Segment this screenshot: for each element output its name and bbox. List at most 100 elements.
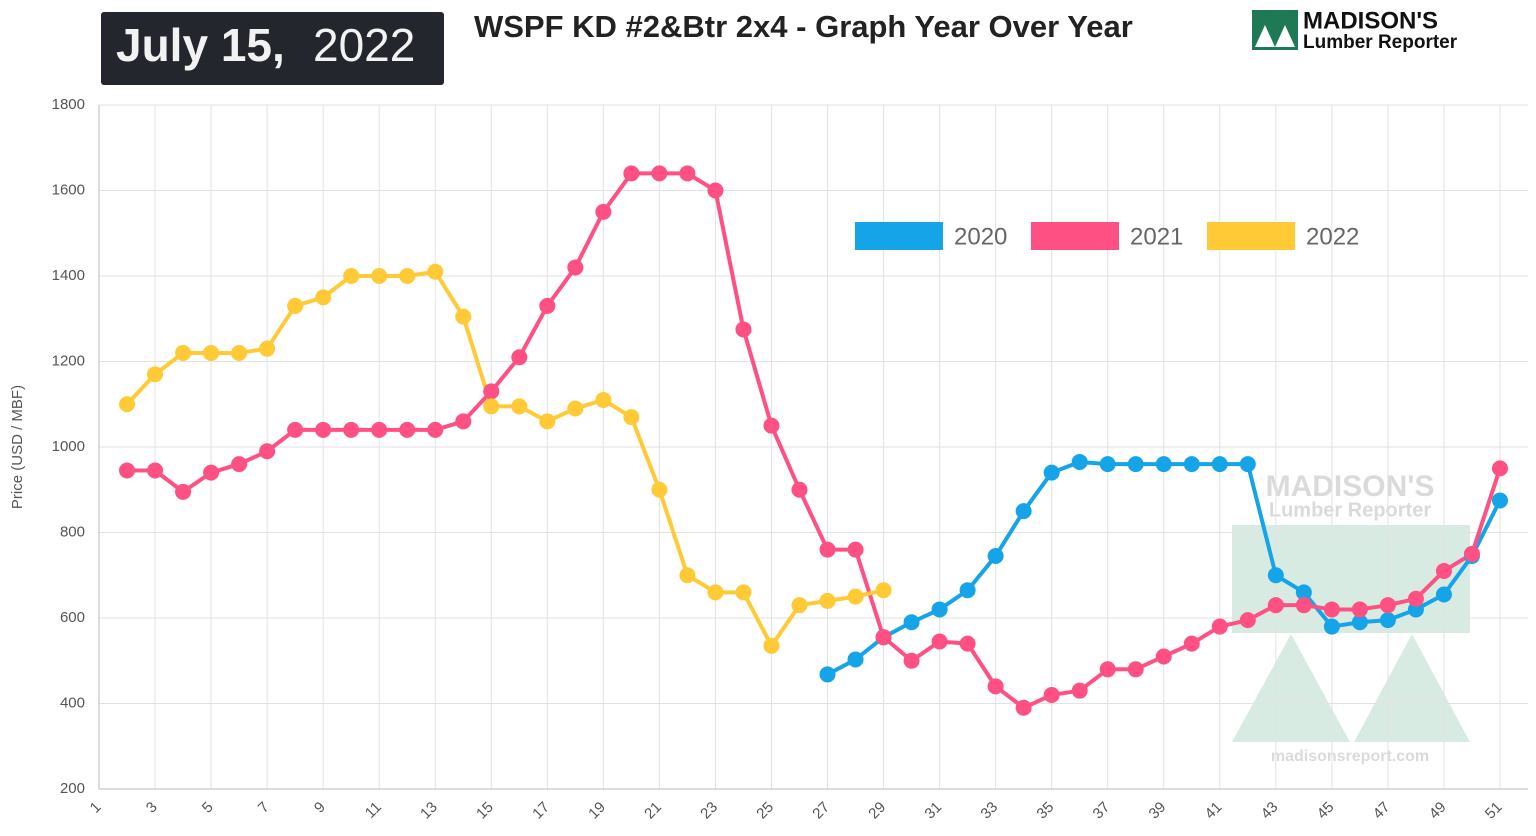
x-tick-label: 41: [1202, 799, 1226, 823]
data-point: [1043, 686, 1060, 703]
watermark-url: madisonsreport.com: [1271, 748, 1429, 765]
data-point: [791, 481, 808, 498]
data-point: [539, 413, 556, 430]
data-point: [1239, 612, 1256, 629]
data-point: [567, 400, 584, 417]
data-point: [427, 421, 444, 438]
date-year: 2022: [313, 19, 415, 71]
date-main: July 15,: [116, 19, 285, 71]
x-tick-label: 39: [1146, 799, 1170, 823]
y-tick-label: 200: [60, 780, 85, 797]
x-tick-label: 23: [697, 799, 721, 823]
data-point: [1183, 635, 1200, 652]
data-point: [343, 268, 360, 284]
data-point: [1295, 597, 1312, 614]
data-point: [819, 541, 836, 558]
x-tick-label: 33: [977, 799, 1001, 823]
x-tick-label: 49: [1426, 799, 1450, 823]
logo-name: MADISON'S: [1303, 7, 1438, 34]
data-point: [707, 584, 724, 601]
watermark-sub: Lumber Reporter: [1269, 499, 1431, 521]
data-point: [763, 637, 780, 654]
legend-label: 2021: [1130, 223, 1183, 250]
data-point: [847, 588, 864, 605]
data-point: [1239, 456, 1256, 473]
x-tick-label: 37: [1090, 799, 1114, 823]
data-point: [203, 464, 220, 481]
data-point: [763, 417, 780, 434]
data-point: [931, 633, 948, 650]
y-tick-label: 1400: [52, 267, 85, 284]
data-point: [1491, 492, 1508, 509]
data-point: [287, 421, 304, 438]
data-point: [1071, 682, 1088, 699]
data-point: [1323, 618, 1340, 635]
data-point: [1379, 612, 1396, 629]
data-point: [175, 344, 192, 361]
data-point: [315, 289, 332, 306]
data-point: [847, 541, 864, 558]
data-point: [147, 366, 164, 383]
data-point: [147, 462, 164, 479]
series-line: [125, 269, 884, 648]
data-point: [847, 651, 864, 668]
data-point: [1295, 584, 1312, 601]
data-point: [1071, 453, 1088, 470]
y-tick-label: 400: [60, 694, 85, 711]
data-point: [315, 421, 332, 438]
data-point: [875, 582, 892, 599]
data-point: [1127, 456, 1144, 473]
data-point: [1015, 699, 1032, 716]
data-point: [455, 413, 472, 430]
data-point: [1099, 456, 1116, 473]
data-point: [371, 268, 388, 284]
data-point: [287, 297, 304, 314]
data-point: [1267, 567, 1284, 584]
data-point: [735, 584, 752, 601]
data-point: [875, 629, 892, 646]
x-tick-label: 11: [362, 799, 385, 822]
data-point: [707, 182, 724, 199]
x-tick-label: 21: [641, 799, 665, 823]
data-point: [455, 308, 472, 325]
logo-sub: Lumber Reporter: [1303, 32, 1458, 53]
x-tick-label: 19: [585, 799, 609, 823]
x-tick-label: 17: [529, 799, 553, 823]
y-tick-label: 600: [60, 609, 85, 626]
x-tick-label: 43: [1258, 799, 1282, 823]
x-tick-label: 7: [255, 799, 273, 817]
legend-label: 2022: [1306, 223, 1359, 250]
x-tick-label: 51: [1482, 799, 1506, 823]
data-point: [1351, 601, 1368, 618]
x-tick-label: 15: [473, 799, 497, 823]
x-tick-label: 47: [1370, 799, 1394, 823]
logo-icon: [1252, 10, 1298, 50]
legend-swatch: [1207, 222, 1295, 250]
x-tick-label: 35: [1033, 799, 1057, 823]
date-box: [101, 12, 444, 85]
x-tick-label: 31: [921, 799, 945, 823]
data-point: [679, 165, 696, 182]
y-tick-label: 1000: [52, 438, 85, 455]
x-tick-label: 13: [417, 799, 441, 823]
data-point: [623, 409, 640, 426]
data-point: [931, 601, 948, 618]
data-point: [959, 635, 976, 652]
legend-swatch: [855, 222, 943, 250]
data-point: [259, 443, 276, 460]
data-point: [399, 421, 416, 438]
data-point: [651, 165, 668, 182]
x-tick-label: 1: [87, 799, 105, 817]
data-point: [1323, 601, 1340, 618]
data-point: [1211, 618, 1228, 635]
x-tick-label: 29: [865, 799, 889, 823]
data-point: [903, 652, 920, 669]
legend-label: 2020: [954, 223, 1007, 250]
data-point: [539, 297, 556, 314]
data-point: [231, 456, 248, 473]
data-point: [231, 344, 248, 361]
data-point: [483, 398, 500, 415]
data-point: [567, 259, 584, 276]
data-point: [399, 268, 416, 284]
data-point: [903, 614, 920, 631]
